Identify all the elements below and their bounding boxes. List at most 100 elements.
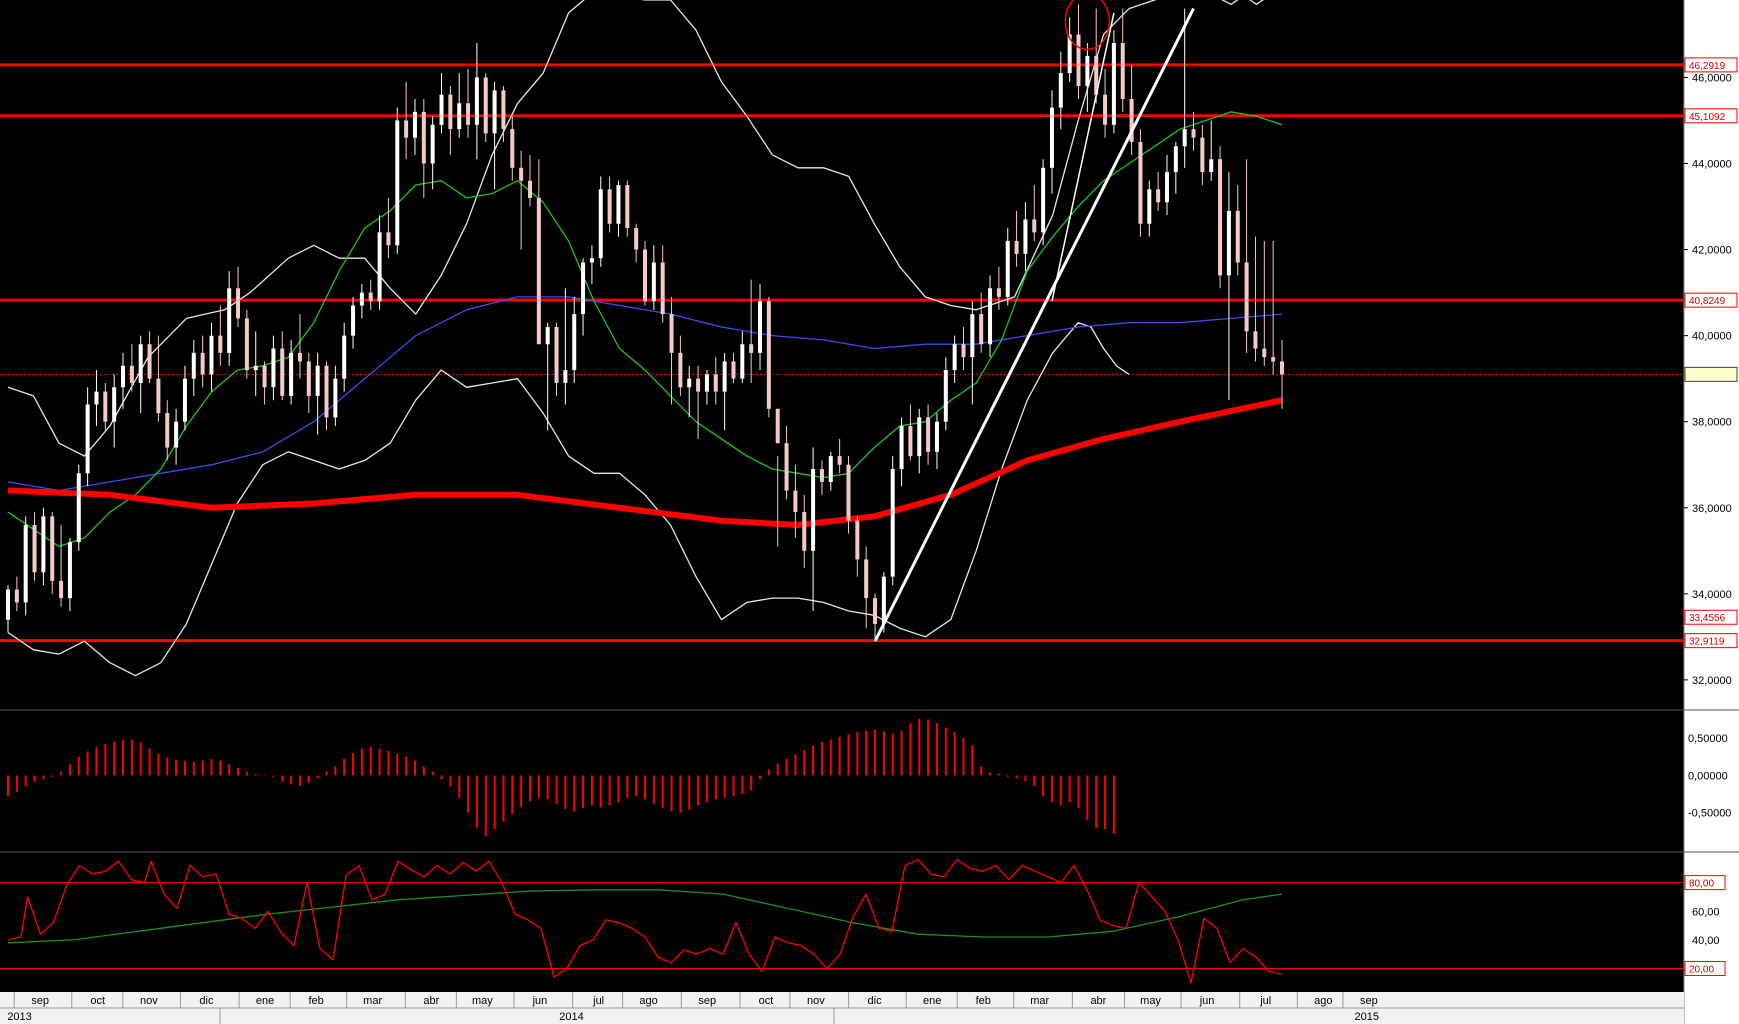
- candle-body-6: [59, 580, 64, 599]
- price-tick-3: 40,0000: [1692, 331, 1732, 343]
- candle-body-22: [200, 352, 205, 375]
- candle-body-125: [1111, 43, 1116, 125]
- candle-body-83: [740, 344, 745, 379]
- candle-body-137: [1218, 159, 1223, 276]
- month-label-2: nov: [140, 995, 158, 1007]
- trendline-short: [1051, 12, 1115, 302]
- candle-body-73: [651, 262, 656, 302]
- candle-body-11: [103, 391, 108, 422]
- candle-body-74: [660, 262, 665, 315]
- candle-body-35: [315, 365, 320, 396]
- stochastic-k: [7, 859, 1283, 984]
- month-label-15: dic: [868, 995, 883, 1007]
- candle-body-88: [784, 443, 789, 491]
- candle-body-46: [412, 111, 417, 138]
- candle-body-133: [1182, 129, 1187, 147]
- price-tick-7: 32,0000: [1692, 675, 1732, 687]
- level-tag-box-0: [1684, 57, 1738, 73]
- price-tick-0: 46,0000: [1692, 72, 1732, 84]
- month-label-18: mar: [1030, 995, 1049, 1007]
- candle-body-13: [121, 365, 126, 388]
- candle-body-58: [519, 167, 524, 181]
- trendline-main: [873, 7, 1195, 642]
- last-price-tag: [1684, 366, 1738, 382]
- candle-body-89: [793, 490, 798, 513]
- month-label-4: ene: [256, 995, 274, 1007]
- candle-body-117: [1041, 167, 1046, 233]
- candle-body-67: [598, 189, 603, 259]
- candle-body-3: [32, 524, 37, 573]
- candle-body-122: [1085, 55, 1090, 87]
- candle-body-18: [165, 413, 170, 448]
- candle-body-105: [934, 421, 939, 452]
- month-label-11: ago: [639, 995, 657, 1007]
- candle-body-98: [873, 598, 878, 624]
- candle-body-60: [536, 197, 541, 345]
- candle-body-93: [828, 456, 833, 482]
- candle-body-143: [1271, 357, 1276, 362]
- candle-body-131: [1164, 172, 1169, 203]
- candle-body-113: [1005, 240, 1010, 297]
- candle-body-75: [669, 314, 674, 353]
- candle-body-144: [1280, 361, 1284, 375]
- candle-body-104: [926, 417, 931, 452]
- candle-body-126: [1120, 43, 1125, 99]
- month-label-17: feb: [976, 995, 991, 1007]
- candle-body-14: [129, 365, 134, 383]
- candle-body-9: [85, 404, 90, 474]
- month-label-19: abr: [1090, 995, 1106, 1007]
- candle-body-57: [510, 129, 515, 168]
- month-label-22: jul: [1259, 995, 1271, 1007]
- month-label-20: may: [1140, 995, 1161, 1007]
- candle-body-36: [324, 365, 329, 418]
- candle-body-21: [191, 352, 196, 379]
- candle-body-82: [731, 361, 736, 379]
- candle-body-0: [6, 589, 10, 620]
- month-label-13: oct: [759, 995, 774, 1007]
- level-tag-box-4: [1684, 633, 1738, 649]
- candle-body-129: [1147, 189, 1152, 224]
- level-tag-1: 45,1092: [1689, 112, 1726, 123]
- candle-body-84: [749, 344, 754, 353]
- bollinger-lower: [7, 322, 1130, 677]
- candle-body-123: [1094, 55, 1099, 95]
- month-label-0: sep: [31, 995, 49, 1007]
- candle-body-42: [377, 232, 382, 302]
- level-tag-0: 46,2919: [1689, 61, 1726, 72]
- stoch-tag-1: 20,00: [1689, 965, 1714, 976]
- candle-body-96: [855, 520, 860, 560]
- candle-body-63: [563, 370, 568, 383]
- candle-body-141: [1253, 331, 1258, 349]
- candle-body-29: [262, 365, 267, 388]
- candle-body-139: [1235, 210, 1240, 263]
- candle-body-136: [1209, 159, 1214, 173]
- candle-body-12: [112, 387, 117, 422]
- price-tick-1: 44,0000: [1692, 159, 1732, 171]
- candle-body-62: [554, 327, 559, 383]
- macd-tick-2: -0,50000: [1688, 808, 1731, 820]
- candle-body-61: [545, 327, 550, 345]
- price-tick-5: 36,0000: [1692, 503, 1732, 515]
- axis-labels: 46,2919 45,1092 40,8249 33,4556 32,9119 46,00…: [1684, 57, 1738, 977]
- candle-body-49: [439, 94, 444, 125]
- candle-body-41: [368, 292, 373, 302]
- candle-body-95: [846, 464, 851, 521]
- month-label-9: jun: [532, 995, 548, 1007]
- candle-body-80: [713, 374, 718, 392]
- stoch-tag-box-1: [1684, 961, 1726, 977]
- level-tag-2: 40,8249: [1689, 296, 1726, 307]
- month-label-3: dic: [199, 995, 214, 1007]
- candle-body-70: [625, 185, 630, 229]
- month-label-12: sep: [698, 995, 716, 1007]
- candle-body-26: [236, 288, 241, 319]
- year-label-1: 2014: [559, 1011, 583, 1023]
- highlight-circle: [1064, 0, 1111, 51]
- level-tag-3: 33,4556: [1689, 613, 1726, 624]
- candle-body-135: [1200, 137, 1205, 173]
- candle-body-99: [881, 576, 886, 624]
- candle-body-1: [14, 589, 19, 603]
- time-axis: sep oct nov dic ene feb mar abr may jun jul ago sep o…: [7, 992, 1379, 1024]
- candle-body-55: [492, 90, 497, 134]
- macd-tick-0: 0,50000: [1688, 733, 1728, 745]
